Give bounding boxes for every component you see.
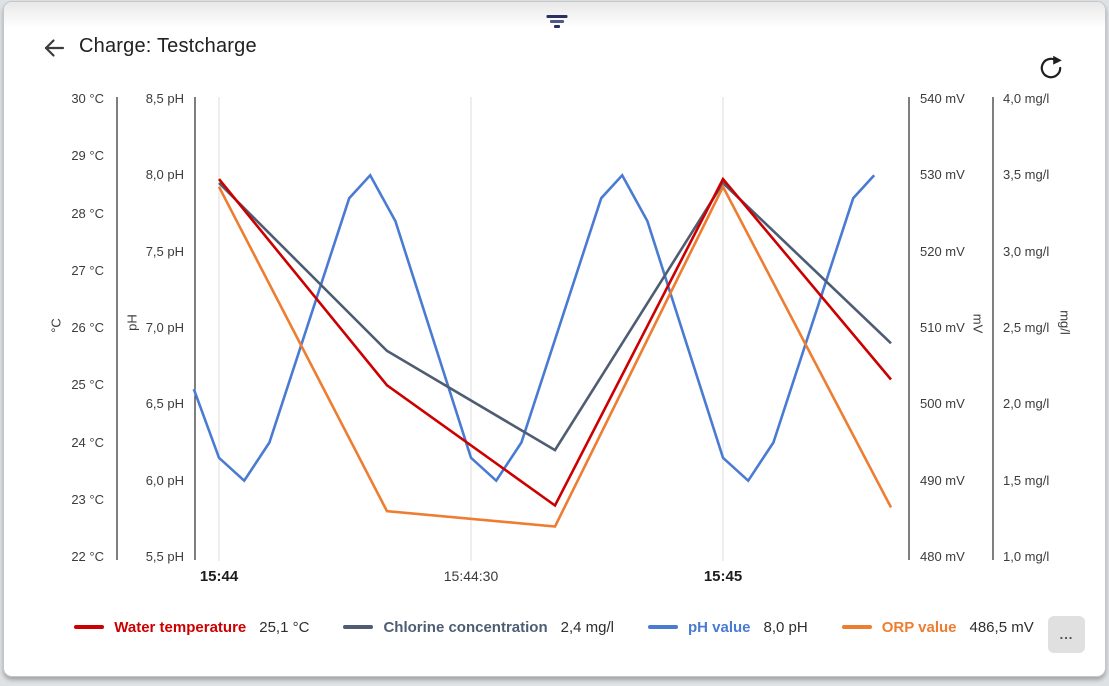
series-line-chlorine-concentration bbox=[218, 180, 892, 452]
y-tick-label-mv: 530 mV bbox=[920, 167, 965, 183]
series-line-orp-value bbox=[217, 183, 893, 528]
legend-value: 25,1 °C bbox=[259, 618, 310, 636]
y-tick-label-mgl: 3,0 mg/l bbox=[1003, 243, 1050, 259]
legend-item-ph-value[interactable]: pH value 8,0 pH bbox=[648, 619, 808, 636]
chart-card: Charge: Testcharge 30 °C 29 °C 28 °C 27 °C 2… bbox=[3, 1, 1106, 677]
legend-label: Water temperature bbox=[114, 618, 247, 636]
y-tick-label-mv: 490 mV bbox=[920, 472, 965, 488]
y-tick-label-temp: 27 °C bbox=[71, 262, 104, 278]
refresh-icon bbox=[1040, 55, 1062, 79]
filter-icon-bar bbox=[550, 20, 564, 23]
axis-title-ph: pH bbox=[124, 314, 140, 331]
page-title: Charge: Testcharge bbox=[79, 35, 257, 57]
y-tick-label-mgl: 2,0 mg/l bbox=[1003, 396, 1050, 412]
x-tick-label: 15:44 bbox=[199, 568, 239, 585]
y-tick-label-temp: 25 °C bbox=[71, 377, 104, 393]
y-tick-label-temp: 24 °C bbox=[71, 434, 104, 450]
filter-icon-bar bbox=[546, 15, 568, 18]
legend-line-swatch bbox=[648, 625, 678, 629]
legend-line-swatch bbox=[343, 625, 374, 629]
axis-title-mv: mV bbox=[970, 313, 986, 334]
y-tick-label-temp: 23 °C bbox=[71, 491, 104, 507]
chart-legend: Water temperature 25,1 °C Chlorine concent… bbox=[64, 614, 1044, 640]
x-tick-label: 15:44:30 bbox=[443, 568, 499, 584]
arrow-left-icon bbox=[44, 39, 65, 57]
filter-icon-bar bbox=[554, 25, 560, 28]
y-tick-label-temp: 28 °C bbox=[71, 205, 104, 221]
y-tick-label-mgl: 1,0 mg/l bbox=[1003, 549, 1050, 564]
filter-icon[interactable] bbox=[545, 15, 569, 29]
y-tick-label-mgl: 3,5 mg/l bbox=[1003, 167, 1050, 183]
y-tick-label-mv: 510 mV bbox=[920, 320, 965, 335]
legend-value: 486,5 mV bbox=[969, 618, 1034, 636]
axis-title-temp: °C bbox=[48, 318, 64, 333]
y-tick-label-temp: 26 °C bbox=[71, 320, 104, 335]
axis-title-mgl: mg/l bbox=[1057, 310, 1073, 335]
more-options-button[interactable]: ... bbox=[1048, 616, 1085, 653]
legend-item-orp-value[interactable]: ORP value 486,5 mV bbox=[841, 618, 1034, 636]
series-line-ph-value bbox=[192, 173, 876, 483]
legend-item-water-temperature[interactable]: Water temperature 25,1 °C bbox=[74, 619, 309, 636]
legend-value: 2,4 mg/l bbox=[560, 618, 614, 636]
y-tick-label-mv: 480 mV bbox=[920, 549, 965, 564]
y-tick-label-mgl: 1,5 mg/l bbox=[1003, 472, 1050, 488]
y-tick-label-ph: 6,0 pH bbox=[145, 472, 184, 488]
y-tick-label-mv: 500 mV bbox=[920, 396, 965, 412]
y-tick-label-ph: 8,5 pH bbox=[145, 91, 184, 106]
series-line-water-temperature bbox=[217, 176, 892, 508]
legend-line-swatch bbox=[841, 625, 872, 629]
y-tick-label-temp: 30 °C bbox=[71, 91, 104, 106]
legend-item-chlorine-concentration[interactable]: Chlorine concentration 2,4 mg/l bbox=[343, 619, 614, 636]
legend-label: Chlorine concentration bbox=[383, 618, 548, 636]
y-tick-label-mv: 520 mV bbox=[920, 243, 965, 259]
y-tick-label-temp: 29 °C bbox=[71, 148, 104, 164]
x-tick-label: 15:45 bbox=[703, 568, 743, 585]
back-button[interactable] bbox=[38, 34, 68, 62]
y-tick-label-mgl: 2,5 mg/l bbox=[1003, 320, 1050, 335]
y-tick-label-ph: 7,5 pH bbox=[145, 243, 184, 259]
refresh-button[interactable] bbox=[1036, 53, 1066, 83]
legend-label: ORP value bbox=[881, 618, 957, 636]
y-tick-label-ph: 6,5 pH bbox=[145, 396, 184, 412]
y-tick-label-mgl: 4,0 mg/l bbox=[1003, 91, 1050, 106]
chart-plot-area[interactable] bbox=[4, 2, 1109, 686]
legend-value: 8,0 pH bbox=[763, 618, 808, 636]
legend-line-swatch bbox=[74, 625, 105, 629]
y-tick-label-mv: 540 mV bbox=[920, 91, 965, 106]
y-tick-label-ph: 5,5 pH bbox=[145, 549, 184, 564]
legend-label: pH value bbox=[688, 618, 751, 636]
y-tick-label-temp: 22 °C bbox=[71, 549, 104, 564]
y-tick-label-ph: 7,0 pH bbox=[145, 320, 184, 335]
y-tick-label-ph: 8,0 pH bbox=[145, 167, 184, 183]
